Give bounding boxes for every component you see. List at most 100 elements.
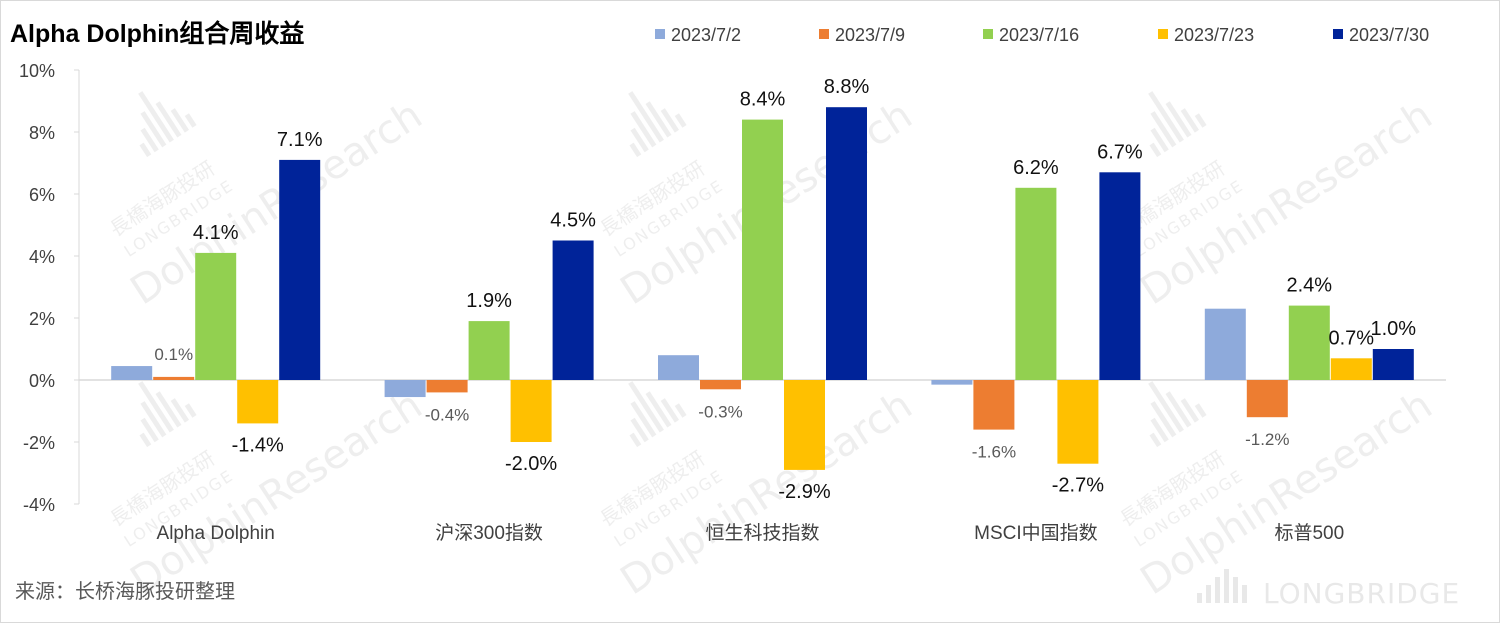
bar: [1204, 308, 1246, 380]
watermark-logo-bar: [140, 111, 167, 148]
watermark-logo-bar: [1149, 142, 1162, 158]
bar: [742, 119, 783, 380]
watermark-logo-bar: [170, 398, 190, 423]
watermark-logo-bar: [1180, 398, 1200, 423]
bar: [973, 380, 1015, 430]
footer-logo-bar: [1233, 577, 1238, 603]
bar: [826, 107, 867, 380]
legend-label: 2023/7/30: [1349, 25, 1429, 45]
bar: [1246, 380, 1288, 418]
y-tick-label: 2%: [29, 309, 55, 329]
data-label: -1.6%: [972, 443, 1016, 462]
watermark-logo-bar: [184, 403, 197, 418]
watermark-logo-bar: [674, 113, 687, 128]
watermark-logo-bar: [1165, 391, 1192, 428]
footer-logo-bar: [1242, 585, 1247, 603]
data-label: 2.4%: [1287, 275, 1333, 297]
watermark-logo-bar: [630, 401, 657, 438]
watermark-logo-bar: [645, 391, 672, 428]
watermark-logo-bar: [629, 142, 642, 158]
legend-swatch: [655, 29, 665, 39]
watermark-logo-bar: [1180, 108, 1200, 133]
footer-logo: LONGBRIDGE: [1197, 569, 1460, 610]
y-tick-label: 0%: [29, 371, 55, 391]
watermark-logo-bar: [1150, 111, 1177, 148]
y-tick-label: -4%: [23, 495, 55, 515]
bar: [658, 355, 699, 380]
bar: [784, 380, 825, 470]
watermark-logo-bar: [140, 401, 167, 438]
x-tick-label: MSCI中国指数: [974, 522, 1098, 544]
data-label: 8.8%: [824, 76, 870, 98]
bar: [426, 380, 468, 393]
data-label: -0.3%: [698, 402, 742, 421]
footer-logo-bar: [1206, 585, 1211, 603]
data-label: -0.4%: [425, 405, 469, 424]
bar: [1288, 305, 1330, 380]
watermark-logo-bar: [155, 101, 182, 138]
watermark-logo-bar: [139, 142, 152, 158]
bar: [279, 159, 321, 380]
watermark-logo-bar: [1148, 381, 1184, 433]
chart-title: Alpha Dolphin组合周收益: [10, 19, 304, 48]
x-tick-label: Alpha Dolphin: [157, 523, 275, 544]
watermark-logo-bar: [138, 91, 174, 143]
bar-layer: [111, 107, 1414, 470]
bar: [1372, 349, 1414, 380]
legend-swatch: [819, 29, 829, 39]
legend-swatch: [1333, 29, 1343, 39]
watermark-logo-bar: [660, 398, 680, 423]
bar: [700, 380, 741, 390]
x-tick-label: 标普500: [1274, 522, 1344, 544]
data-label: -2.9%: [778, 481, 830, 503]
data-label: 0.7%: [1329, 327, 1375, 349]
bar: [1015, 187, 1057, 380]
y-tick-label: 10%: [19, 61, 55, 81]
data-label: 0.1%: [154, 345, 193, 364]
bar: [195, 252, 237, 380]
legend-label: 2023/7/23: [1174, 25, 1254, 45]
bar: [111, 366, 153, 380]
watermark-logo-bar: [1150, 127, 1169, 153]
watermark-logo-bar: [1148, 91, 1184, 143]
y-tick-label: 6%: [29, 185, 55, 205]
watermark-logo-bar: [1149, 432, 1162, 448]
bar: [510, 380, 552, 442]
bar: [1330, 358, 1372, 380]
watermark-logo-bar: [184, 113, 197, 128]
legend-label: 2023/7/2: [671, 25, 741, 45]
data-label-layer: 0.1% 4.1% -1.4% 7.1% -0.4% 1.9% -2.0% 4.5% -0.3%…: [154, 76, 1416, 503]
watermark-logo-bar: [630, 127, 649, 153]
source-note: 来源：长桥海豚投研整理: [15, 579, 235, 603]
footer-logo-bar: [1197, 593, 1202, 603]
data-label: -2.0%: [505, 453, 557, 475]
legend-swatch: [1158, 29, 1168, 39]
legend-label: 2023/7/16: [999, 25, 1079, 45]
watermark-logo-bar: [660, 108, 680, 133]
bar: [237, 380, 279, 424]
watermark-logo-bar: [629, 432, 642, 448]
data-label: 4.5%: [550, 210, 596, 232]
watermark-logo-bar: [1150, 401, 1177, 438]
data-label: 6.7%: [1097, 141, 1143, 163]
data-label: -1.2%: [1245, 430, 1289, 449]
y-tick-label: -2%: [23, 433, 55, 453]
bar: [1057, 380, 1099, 464]
legend: 2023/7/2 2023/7/9 2023/7/16 2023/7/23 2023/7…: [655, 25, 1429, 45]
legend-swatch: [983, 29, 993, 39]
watermark-logo-bar: [1194, 113, 1207, 128]
bar: [468, 321, 510, 380]
watermark-logo-bar: [1165, 101, 1192, 138]
watermark-logo-bar: [645, 101, 672, 138]
watermark-logo-bar: [628, 91, 664, 143]
footer-logo-bar: [1224, 569, 1229, 603]
footer-logo-text: LONGBRIDGE: [1263, 577, 1460, 610]
bar: [153, 376, 195, 380]
watermark-logo-bar: [630, 111, 657, 148]
data-label: 1.0%: [1371, 318, 1417, 340]
watermark-logo-bar: [628, 381, 664, 433]
data-label: -1.4%: [232, 434, 284, 456]
